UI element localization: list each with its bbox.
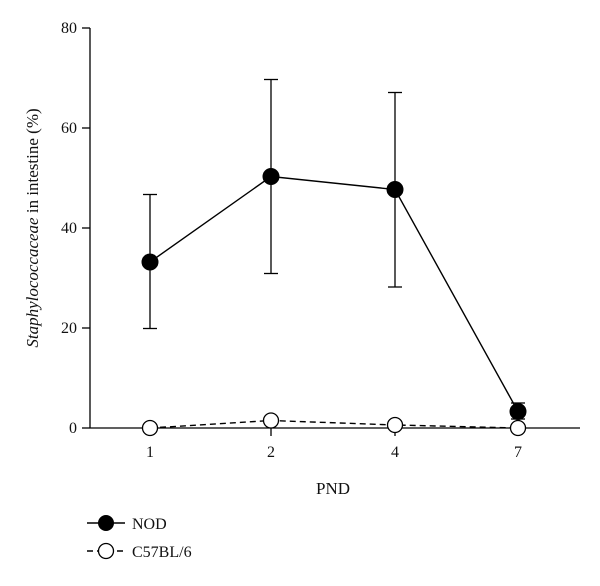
data-point [141,419,159,437]
data-point [386,181,404,198]
y-tick-label: 40 [61,220,77,237]
data-point [262,168,280,185]
series-line [149,419,519,429]
data-point [386,416,404,434]
data-point [262,412,280,429]
data-point [141,253,159,271]
x-tick-label: 7 [514,444,522,461]
axis-labels: PND Staphylococcaceae in intestine (%) [23,108,350,498]
x-tick-label: 4 [391,444,399,461]
y-axis-title-italic: Staphylococcaceae [23,217,42,348]
x-tick-label: 1 [146,444,154,461]
data-point [509,403,527,420]
series [141,78,527,437]
legend: NOD C57BL/6 [87,515,192,561]
y-axis-title-rest: in intestine (%) [23,108,42,217]
series-line [149,175,519,412]
axes [89,28,580,429]
ticks: 0 20 40 60 80 1 2 4 7 [61,20,522,461]
y-tick-label: 60 [61,120,77,137]
x-tick-label: 2 [267,444,275,461]
series-c57bl-6 [141,412,527,437]
legend-label: NOD [132,516,167,533]
legend-item: C57BL/6 [87,542,192,561]
x-axis-title: PND [316,479,350,498]
legend-marker [97,542,115,560]
series-nod [141,78,527,420]
y-tick-label: 0 [69,420,77,437]
y-axis-title: Staphylococcaceae in intestine (%) [23,108,42,347]
data-point [509,419,527,437]
legend-label: C57BL/6 [132,544,192,561]
legend-marker [98,515,114,531]
legend-item: NOD [87,515,167,533]
y-tick-label: 20 [61,320,77,337]
y-tick-label: 80 [61,20,77,37]
